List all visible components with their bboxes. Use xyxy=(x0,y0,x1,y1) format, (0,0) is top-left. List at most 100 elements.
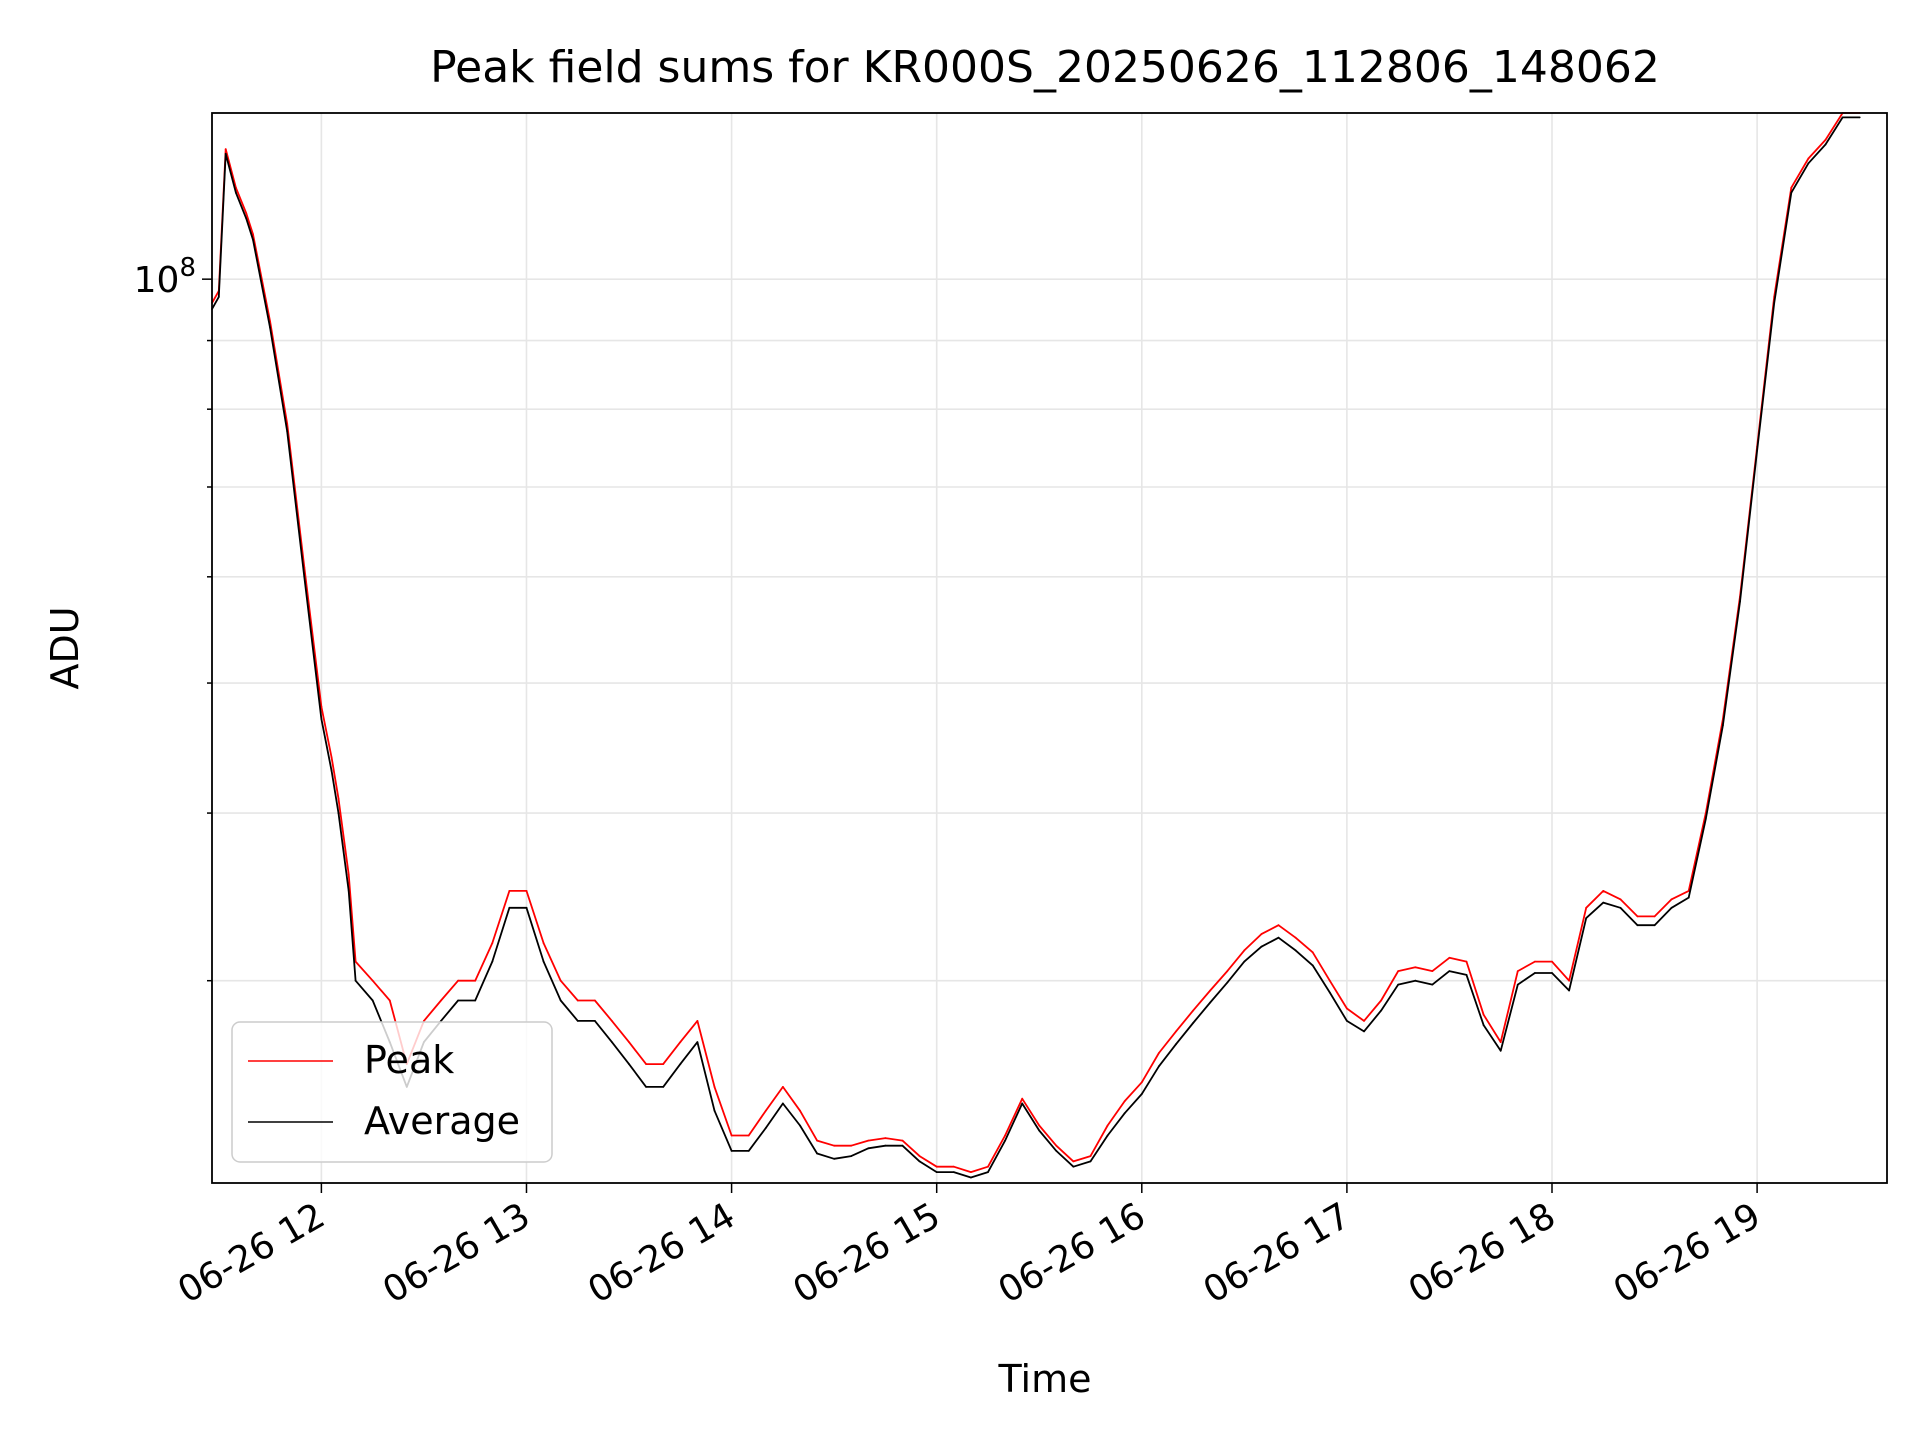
data-point-average xyxy=(730,1150,733,1152)
data-point-peak xyxy=(474,979,477,982)
data-point-peak xyxy=(901,1139,904,1142)
data-point-peak xyxy=(1363,1020,1365,1022)
data-point-average xyxy=(1140,1093,1143,1095)
data-point-average xyxy=(1636,924,1639,927)
data-point-average xyxy=(764,1127,767,1129)
data-point-peak xyxy=(713,1086,716,1088)
data-point-peak xyxy=(1140,1081,1143,1084)
data-point-average xyxy=(901,1144,904,1147)
data-point-average xyxy=(747,1150,750,1152)
data-point-average xyxy=(628,1063,630,1065)
data-point-average xyxy=(935,1171,938,1173)
data-point-average xyxy=(1123,1112,1126,1115)
data-point-peak xyxy=(1516,970,1519,972)
data-point-peak xyxy=(252,233,254,236)
data-point-peak xyxy=(525,890,528,892)
data-point-average xyxy=(1756,449,1758,452)
data-point-average xyxy=(1311,964,1314,967)
data-point-peak xyxy=(918,1155,921,1157)
data-point-peak xyxy=(1602,890,1605,892)
data-point-average xyxy=(1585,917,1588,919)
data-point-peak xyxy=(1534,960,1536,963)
data-point-average xyxy=(884,1144,887,1147)
data-point-peak xyxy=(1431,970,1434,972)
data-point-average xyxy=(645,1086,647,1088)
data-point-peak xyxy=(388,999,391,1002)
data-point-peak xyxy=(1004,1134,1006,1137)
data-point-average xyxy=(1704,818,1707,820)
data-point-peak xyxy=(970,1171,972,1173)
data-point-average xyxy=(1072,1165,1075,1168)
data-point-peak xyxy=(337,797,340,800)
data-point-peak xyxy=(867,1139,870,1142)
series-layer xyxy=(211,112,1861,1179)
data-point-peak xyxy=(1226,970,1229,972)
data-point-average xyxy=(457,999,459,1002)
data-point-average xyxy=(970,1176,972,1179)
legend-box xyxy=(231,1021,553,1163)
gridlines xyxy=(212,113,1887,1183)
data-point-average xyxy=(1551,972,1553,974)
data-point-peak xyxy=(628,1041,630,1043)
data-point-peak xyxy=(1277,924,1280,927)
data-point-peak xyxy=(1106,1124,1109,1127)
data-point-average xyxy=(1653,924,1656,927)
data-point-peak xyxy=(1089,1155,1092,1157)
data-point-peak xyxy=(987,1165,989,1168)
x-tick-label: 06-26 18 xyxy=(1402,1195,1563,1311)
data-point-average xyxy=(1499,1049,1502,1052)
data-point-average xyxy=(1106,1134,1109,1137)
data-point-average xyxy=(987,1171,989,1173)
data-point-average xyxy=(1397,983,1400,986)
data-point-average xyxy=(224,152,227,155)
data-point-average xyxy=(1790,191,1793,194)
data-point-average xyxy=(354,979,357,982)
data-point-average xyxy=(286,430,289,433)
data-point-average xyxy=(918,1160,921,1163)
data-point-peak xyxy=(679,1041,682,1043)
data-point-peak xyxy=(1021,1097,1024,1100)
data-point-average xyxy=(303,575,306,578)
data-point-peak xyxy=(952,1165,955,1168)
data-point-average xyxy=(1346,1020,1348,1022)
data-point-peak xyxy=(1328,979,1331,982)
data-point-average xyxy=(1380,1009,1382,1012)
data-point-average xyxy=(491,960,494,963)
data-point-peak xyxy=(1551,960,1553,963)
data-point-average xyxy=(320,718,323,720)
data-point-peak xyxy=(1448,956,1451,959)
data-point-peak xyxy=(730,1134,733,1137)
data-point-average xyxy=(799,1124,801,1127)
data-point-average xyxy=(1175,1043,1177,1046)
data-point-peak xyxy=(696,1020,699,1022)
x-tick-label: 06-26 16 xyxy=(992,1195,1153,1311)
data-point-peak xyxy=(747,1134,750,1137)
data-point-average xyxy=(1516,983,1519,986)
data-point-average xyxy=(1670,906,1673,909)
data-point-average xyxy=(1243,960,1246,963)
data-point-peak xyxy=(1158,1052,1160,1054)
data-point-average xyxy=(1448,970,1451,972)
data-point-average xyxy=(559,999,562,1002)
data-point-average xyxy=(1277,936,1280,939)
data-point-peak xyxy=(764,1109,767,1112)
data-point-peak xyxy=(1585,906,1588,909)
data-point-average xyxy=(1414,979,1417,982)
data-point-peak xyxy=(884,1137,887,1139)
data-point-peak xyxy=(1055,1144,1058,1147)
data-point-average xyxy=(474,999,477,1002)
data-point-average xyxy=(1209,1001,1212,1004)
data-point-peak xyxy=(1175,1030,1177,1033)
legend-label-peak: Peak xyxy=(364,1038,454,1082)
data-point-peak xyxy=(576,999,579,1002)
data-point-peak xyxy=(1807,157,1810,160)
plot-frame xyxy=(211,112,1888,1184)
data-point-average xyxy=(1192,1022,1194,1024)
data-point-average xyxy=(952,1171,955,1173)
data-point-average xyxy=(1807,162,1810,165)
data-point-peak xyxy=(782,1086,784,1088)
data-point-average xyxy=(1260,945,1263,948)
data-point-peak xyxy=(440,999,442,1002)
series-line-average xyxy=(211,116,1860,1179)
data-point-peak xyxy=(559,979,562,982)
